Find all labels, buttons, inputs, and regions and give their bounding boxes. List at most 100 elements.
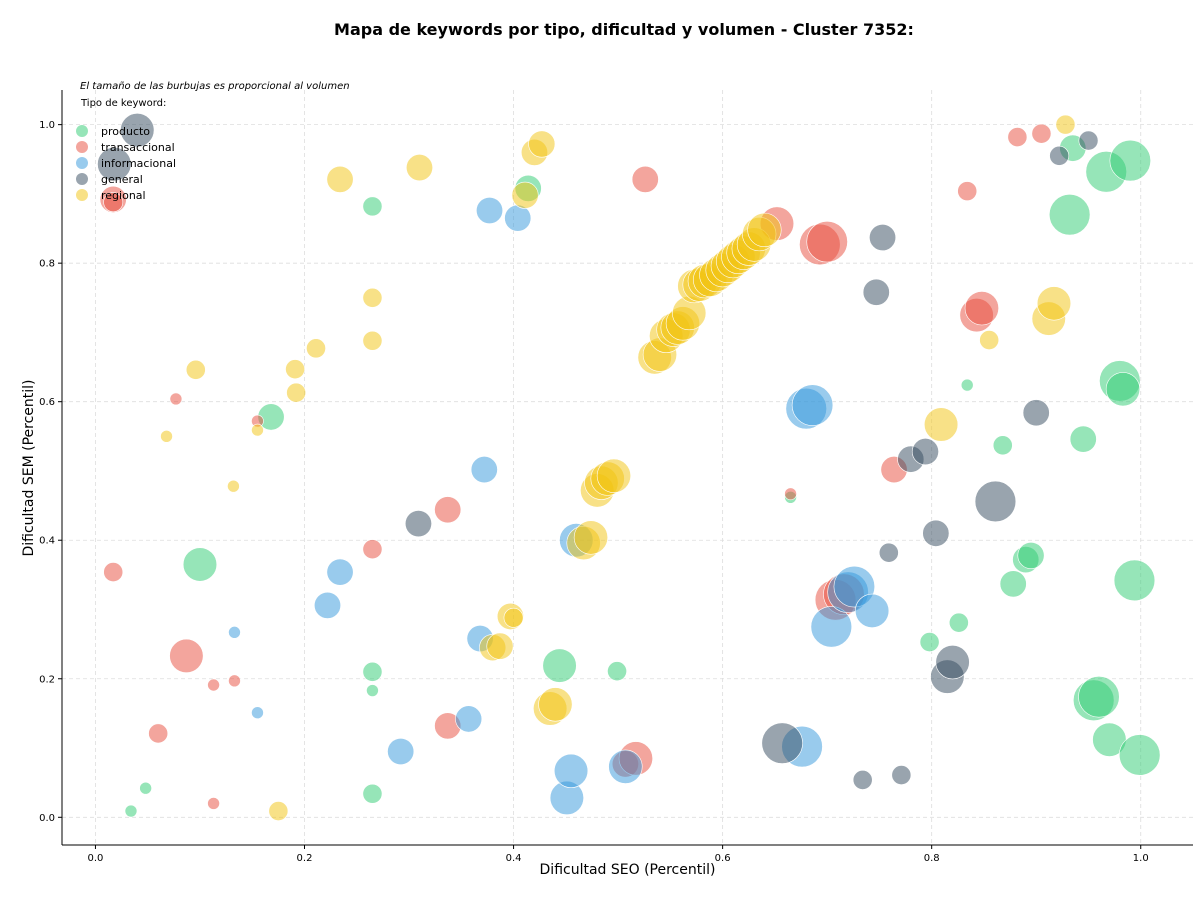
bubble-informacional [476,197,504,225]
bubble-general [404,510,432,538]
legend-marker-informacional [76,157,88,169]
chart-title: Mapa de keywords por tipo, dificultad y … [334,20,914,39]
bubble-transaccional [1031,123,1052,144]
bubble-producto [124,804,138,818]
bubble-regional [160,430,173,443]
legend-label-general: general [101,173,143,186]
bubble-transaccional [434,496,462,524]
bubble-regional [979,330,1000,350]
bubble-regional [268,801,289,821]
bubble-general [1022,399,1050,427]
bubble-producto [139,781,152,795]
legend-label-transaccional: transaccional [101,141,175,154]
bubble-transaccional [103,562,124,582]
bubble-informacional [314,591,342,619]
bubble-producto [1069,425,1097,453]
legend-marker-general [76,173,88,185]
bubble-producto [362,196,383,217]
bubble-regional [486,632,514,660]
y-tick-label: 1.0 [39,120,55,131]
legend-marker-regional [76,189,88,201]
bubble-producto [948,612,969,633]
bubble-regional [538,687,573,722]
axes [61,90,1193,846]
x-tick-label: 1.0 [1133,853,1149,864]
bubble-producto [999,570,1027,598]
bubble-general [878,542,899,563]
bubble-transaccional [103,192,124,213]
bubble-general [935,645,970,680]
bubble-producto [362,661,383,682]
bubble-regional [185,359,206,380]
bubble-producto [1109,139,1151,182]
x-tick-label: 0.6 [715,853,731,864]
bubble-general [862,278,890,306]
bubble-regional [503,607,524,628]
y-tick-label: 0.4 [39,536,55,547]
x-tick-label: 0.4 [506,853,522,864]
legend-label-informacional: informacional [101,157,176,170]
bubble-producto [1118,734,1161,776]
bubble-regional [286,382,307,403]
bubble-producto [182,547,218,582]
bubble-informacional [854,593,890,628]
bubble-producto [1078,676,1120,718]
bubble-regional [528,130,556,158]
bubble-regional [1036,286,1072,321]
bubble-regional [405,154,433,182]
bubble-regional [747,212,782,248]
bubble-general [922,519,950,547]
bubble-informacional [553,753,589,788]
bubble-general [911,438,939,466]
legend-label-regional: regional [101,189,146,202]
bubble-transaccional [957,181,978,202]
bubble-producto [362,783,383,804]
bubble-regional [362,330,383,351]
bubble-transaccional [1007,127,1028,148]
bubble-transaccional [228,674,241,688]
bubble-general [869,224,897,252]
x-axis-label: Dificultad SEO (Percentil) [539,862,716,878]
bubble-informacional [251,706,264,720]
bubble-regional [573,520,609,555]
legend-label-producto: producto [101,125,150,138]
bubble-regional [227,479,240,493]
bubble-producto [542,648,577,683]
bubble-regional [306,338,326,359]
bubble-regional [251,423,264,437]
bubble-transaccional [207,678,220,692]
bubble-regional [1055,114,1076,135]
bubble-transaccional [806,220,848,263]
bubble-informacional [810,606,853,648]
bubble-producto [1048,193,1091,236]
bubble-informacional [387,737,415,765]
bubble-general [852,769,873,790]
bubble-regional [285,359,305,380]
bubble-general [1049,145,1070,166]
y-tick-label: 0.8 [39,259,55,270]
x-tick-label: 0.2 [297,853,313,864]
bubble-producto [607,661,627,682]
bubble-general [891,765,912,785]
bubble-informacional [791,384,834,426]
bubble-transaccional [631,165,659,193]
bubble-informacional [470,456,498,484]
bubble-informacional [228,626,241,639]
bubble-regional [596,458,632,493]
bubble-general [761,722,803,764]
bubble-producto [1017,541,1045,569]
legend-marker-transaccional [76,141,88,153]
x-tick-label: 0.0 [87,853,103,864]
bubble-producto [366,684,379,697]
bubble-regional [362,287,383,308]
bubble-transaccional [207,797,220,810]
bubble-informacional [326,558,354,586]
bubble-transaccional [362,539,383,560]
bubble-regional [923,407,959,442]
y-tick-label: 0.6 [39,397,55,408]
bubble-informacional [455,705,483,733]
bubble-transaccional [148,723,169,744]
bubble-transaccional [784,487,797,501]
bubble-producto [1113,559,1156,602]
